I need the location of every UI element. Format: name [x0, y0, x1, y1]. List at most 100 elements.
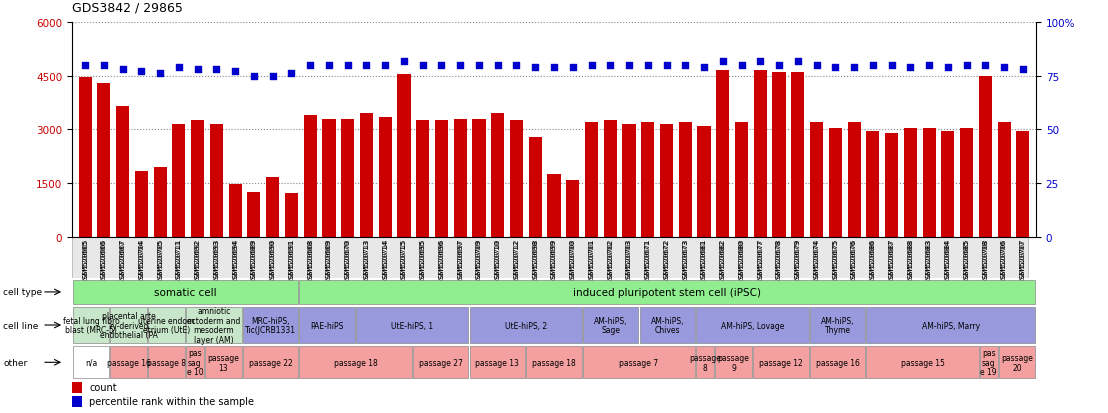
Text: percentile rank within the sample: percentile rank within the sample — [90, 396, 255, 406]
Text: GSM520672: GSM520672 — [664, 240, 669, 284]
Bar — [72, 396, 82, 406]
Bar — [583, 346, 695, 379]
Bar — [642, 123, 655, 237]
Text: n/a: n/a — [85, 358, 98, 367]
Bar — [73, 346, 110, 379]
Point — [883, 62, 901, 69]
Point — [583, 62, 601, 69]
Bar — [696, 307, 809, 343]
Point — [639, 62, 657, 69]
Bar — [243, 307, 298, 343]
Text: GSM520684: GSM520684 — [945, 238, 951, 278]
Bar — [379, 118, 392, 237]
Point — [283, 71, 300, 78]
Bar — [660, 125, 673, 237]
Text: GSM520707: GSM520707 — [1019, 238, 1026, 278]
Text: GSM520666: GSM520666 — [101, 240, 106, 284]
Point — [226, 69, 244, 76]
Text: GSM520711: GSM520711 — [176, 238, 182, 278]
Text: somatic cell: somatic cell — [154, 287, 217, 297]
Bar — [753, 71, 767, 237]
Text: cell type: cell type — [3, 288, 42, 297]
Bar — [979, 346, 997, 379]
Bar — [716, 71, 729, 237]
Bar — [904, 128, 917, 237]
Point — [957, 62, 975, 69]
Point — [564, 64, 582, 71]
Text: GSM520682: GSM520682 — [720, 238, 726, 278]
Point — [396, 58, 413, 65]
Text: AM-hiPS, Marry: AM-hiPS, Marry — [922, 321, 979, 330]
Text: PAE-hiPS: PAE-hiPS — [310, 321, 343, 330]
Text: GSM520671: GSM520671 — [645, 238, 650, 278]
Text: GSM520690: GSM520690 — [269, 238, 276, 278]
Bar — [209, 125, 223, 237]
Bar — [810, 346, 865, 379]
Text: GSM520692: GSM520692 — [195, 238, 201, 278]
Text: GSM520677: GSM520677 — [757, 240, 763, 284]
Bar — [791, 73, 804, 237]
Bar — [154, 168, 166, 237]
Point — [451, 62, 469, 69]
Text: GSM520673: GSM520673 — [683, 240, 688, 284]
Point — [507, 62, 525, 69]
Bar — [470, 346, 525, 379]
Point — [658, 62, 676, 69]
Text: passage 12: passage 12 — [759, 358, 802, 367]
Bar — [398, 75, 411, 237]
Text: GSM520709: GSM520709 — [476, 238, 482, 278]
Bar — [526, 346, 582, 379]
Point — [921, 62, 938, 69]
Bar — [866, 307, 1035, 343]
Bar — [978, 76, 992, 237]
Bar — [205, 346, 242, 379]
Text: GSM520695: GSM520695 — [420, 238, 425, 278]
Bar — [148, 307, 185, 343]
Bar — [772, 73, 786, 237]
Text: GSM520685: GSM520685 — [964, 240, 970, 284]
Text: GSM520671: GSM520671 — [645, 240, 650, 284]
Point — [695, 64, 712, 71]
Bar — [79, 78, 92, 237]
Text: GSM520699: GSM520699 — [551, 240, 557, 284]
Text: GSM520670: GSM520670 — [345, 240, 351, 284]
Text: GSM520709: GSM520709 — [476, 240, 482, 284]
Text: GSM520706: GSM520706 — [1002, 238, 1007, 278]
Point — [377, 62, 394, 69]
Bar — [942, 132, 954, 237]
Bar — [243, 346, 298, 379]
Bar — [998, 346, 1035, 379]
Bar — [299, 280, 1035, 304]
Bar — [360, 114, 373, 237]
Text: GSM520705: GSM520705 — [157, 240, 163, 284]
Text: GSM520673: GSM520673 — [683, 238, 688, 278]
Text: GSM520714: GSM520714 — [382, 240, 388, 284]
Point — [938, 64, 956, 71]
Bar — [266, 177, 279, 237]
Point — [732, 62, 750, 69]
Text: GSM520679: GSM520679 — [794, 238, 801, 278]
Point — [602, 62, 619, 69]
Text: uterine endom
etrium (UtE): uterine endom etrium (UtE) — [138, 316, 195, 335]
Bar — [510, 121, 523, 237]
Text: GSM520688: GSM520688 — [907, 238, 913, 278]
Bar — [111, 307, 147, 343]
Bar — [491, 114, 504, 237]
Text: GSM520689: GSM520689 — [250, 238, 257, 278]
Text: GSM520713: GSM520713 — [363, 238, 369, 278]
Text: GSM520690: GSM520690 — [269, 240, 276, 284]
Bar — [111, 346, 147, 379]
Bar — [885, 134, 899, 237]
Point — [902, 64, 920, 71]
Text: GSM520665: GSM520665 — [82, 238, 89, 278]
Bar — [148, 346, 185, 379]
Text: GSM520686: GSM520686 — [870, 238, 875, 278]
Text: GSM520708: GSM520708 — [983, 240, 988, 284]
Bar — [228, 185, 242, 237]
Text: GSM520678: GSM520678 — [776, 238, 782, 278]
Text: GSM520705: GSM520705 — [157, 238, 163, 278]
Bar — [299, 307, 355, 343]
Text: amniotic
ectoderm and
mesoderm
layer (AM): amniotic ectoderm and mesoderm layer (AM… — [187, 306, 240, 344]
Text: AM-hiPS,
Thyme: AM-hiPS, Thyme — [821, 316, 854, 335]
Point — [414, 62, 432, 69]
